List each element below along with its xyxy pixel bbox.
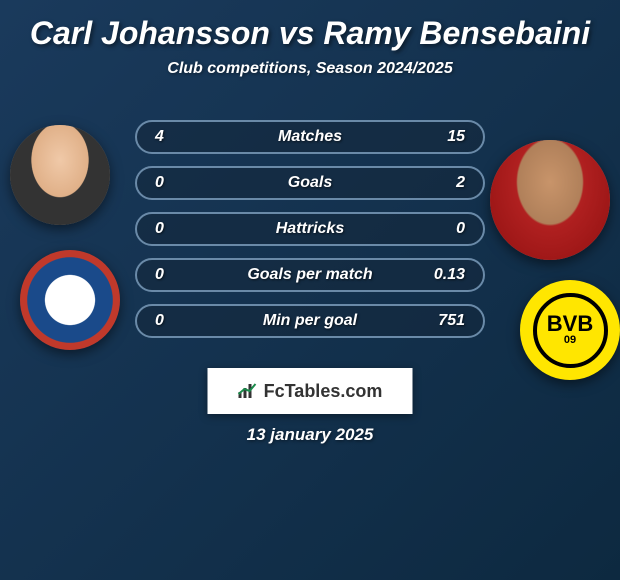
subtitle: Club competitions, Season 2024/2025 [20, 60, 600, 78]
comparison-card: Carl Johansson vs Ramy Bensebaini Club c… [0, 0, 620, 580]
stat-label: Goals per match [137, 266, 483, 284]
stat-right-value: 751 [438, 312, 465, 330]
stat-left-value: 0 [155, 220, 164, 238]
stat-label: Hattricks [137, 220, 483, 238]
stat-left-value: 0 [155, 312, 164, 330]
stat-right-value: 15 [447, 128, 465, 146]
stat-left-value: 0 [155, 174, 164, 192]
stat-left-value: 4 [155, 128, 164, 146]
stat-right-value: 0 [456, 220, 465, 238]
stat-row: 0 Min per goal 751 [135, 304, 485, 338]
club2-badge: BVB 09 [520, 280, 620, 380]
avatar-placeholder [490, 140, 610, 260]
stat-label: Matches [137, 128, 483, 146]
player2-avatar [490, 140, 610, 260]
avatar-placeholder [10, 125, 110, 225]
bvb-year: 09 [564, 334, 576, 346]
stat-label: Min per goal [137, 312, 483, 330]
chart-icon [238, 382, 258, 400]
stat-row: 4 Matches 15 [135, 120, 485, 154]
page-title: Carl Johansson vs Ramy Bensebaini [20, 15, 600, 52]
player1-name: Carl Johansson [30, 15, 270, 51]
stat-right-value: 0.13 [434, 266, 465, 284]
player2-name: Ramy Bensebaini [323, 15, 590, 51]
bvb-text: BVB [547, 314, 593, 334]
stat-left-value: 0 [155, 266, 164, 284]
club1-badge [20, 250, 120, 350]
stats-list: 4 Matches 15 0 Goals 2 0 Hattricks 0 0 G… [135, 120, 485, 350]
bvb-logo: BVB 09 [533, 293, 608, 368]
stat-right-value: 2 [456, 174, 465, 192]
stat-label: Goals [137, 174, 483, 192]
brand-badge: FcTables.com [208, 368, 413, 414]
stat-row: 0 Goals per match 0.13 [135, 258, 485, 292]
date-text: 13 january 2025 [0, 425, 620, 445]
stat-row: 0 Hattricks 0 [135, 212, 485, 246]
title-vs: vs [279, 15, 315, 51]
stat-row: 0 Goals 2 [135, 166, 485, 200]
player1-avatar [10, 125, 110, 225]
brand-text: FcTables.com [264, 381, 383, 402]
